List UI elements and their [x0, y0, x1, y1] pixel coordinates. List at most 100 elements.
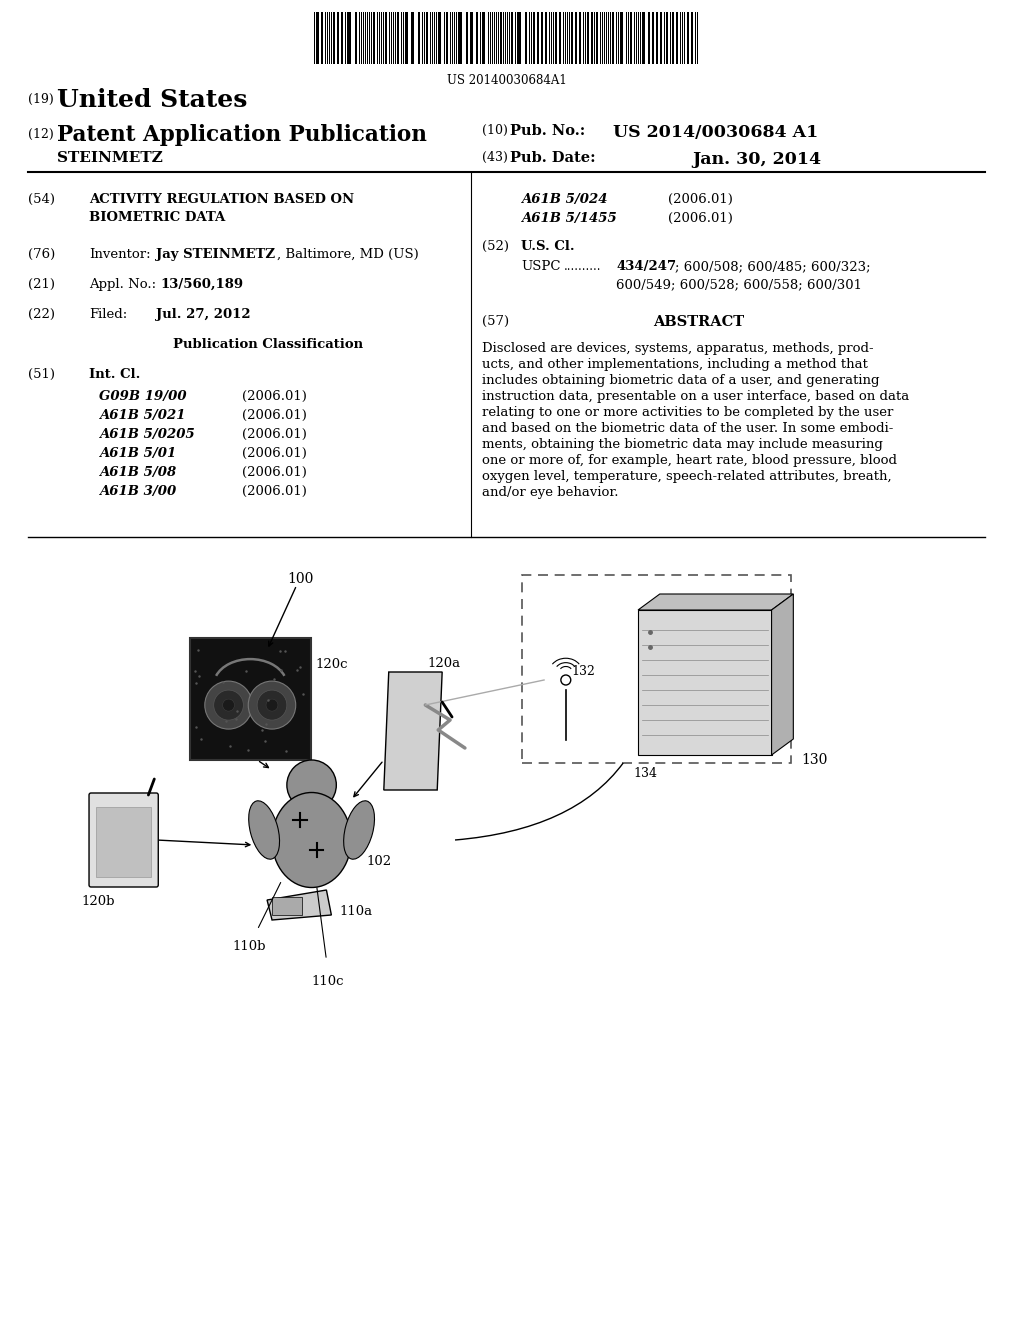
Circle shape: [257, 690, 287, 721]
Text: A61B 5/01: A61B 5/01: [99, 447, 176, 459]
Text: 120a: 120a: [427, 657, 461, 671]
Polygon shape: [771, 594, 794, 755]
Bar: [396, 12, 398, 63]
Bar: [522, 576, 792, 763]
Circle shape: [222, 700, 234, 711]
Text: A61B 5/021: A61B 5/021: [99, 409, 185, 422]
Text: A61B 5/024: A61B 5/024: [521, 193, 608, 206]
Text: Jan. 30, 2014: Jan. 30, 2014: [692, 150, 821, 168]
Text: 134: 134: [633, 767, 657, 780]
Text: BIOMETRIC DATA: BIOMETRIC DATA: [89, 211, 225, 224]
Bar: [334, 12, 335, 63]
Text: (12): (12): [28, 128, 53, 141]
Text: (2006.01): (2006.01): [243, 466, 307, 479]
Text: Disclosed are devices, systems, apparatus, methods, prod-: Disclosed are devices, systems, apparatu…: [481, 342, 873, 355]
Bar: [458, 12, 462, 63]
Text: ; 600/508; 600/485; 600/323;: ; 600/508; 600/485; 600/323;: [675, 260, 870, 273]
Text: United States: United States: [57, 88, 248, 112]
Text: Patent Application Publication: Patent Application Publication: [57, 124, 427, 147]
Text: 102: 102: [366, 855, 391, 869]
Bar: [570, 12, 572, 63]
Text: (2006.01): (2006.01): [668, 193, 732, 206]
Text: Filed:: Filed:: [89, 308, 127, 321]
Circle shape: [248, 681, 296, 729]
Bar: [691, 12, 693, 63]
Text: Pub. Date:: Pub. Date:: [510, 150, 596, 165]
Text: (22): (22): [28, 308, 54, 321]
Bar: [676, 12, 678, 63]
Bar: [438, 12, 441, 63]
Bar: [96, 807, 152, 876]
Ellipse shape: [272, 792, 351, 887]
Text: US 20140030684A1: US 20140030684A1: [446, 74, 566, 87]
Bar: [591, 12, 593, 63]
Text: A61B 5/1455: A61B 5/1455: [521, 213, 617, 224]
Bar: [648, 12, 650, 63]
Text: (2006.01): (2006.01): [243, 447, 307, 459]
Text: and based on the biometric data of the user. In some embodi-: and based on the biometric data of the u…: [481, 422, 893, 436]
Text: (2006.01): (2006.01): [243, 409, 307, 422]
Text: 110b: 110b: [232, 940, 266, 953]
Bar: [446, 12, 449, 63]
Bar: [337, 12, 339, 63]
Bar: [315, 12, 318, 63]
Text: A61B 3/00: A61B 3/00: [99, 484, 176, 498]
Text: Inventor:: Inventor:: [89, 248, 151, 261]
Text: STEINMETZ: STEINMETZ: [57, 150, 163, 165]
Text: 120b: 120b: [81, 895, 115, 908]
Text: Appl. No.:: Appl. No.:: [89, 279, 156, 290]
Text: Pub. No.:: Pub. No.:: [510, 124, 586, 139]
Bar: [426, 12, 428, 63]
Bar: [687, 12, 689, 63]
Text: U.S. Cl.: U.S. Cl.: [521, 240, 574, 253]
Text: includes obtaining biometric data of a user, and generating: includes obtaining biometric data of a u…: [481, 374, 880, 387]
Text: A61B 5/0205: A61B 5/0205: [99, 428, 195, 441]
Bar: [621, 12, 624, 63]
Text: (10): (10): [481, 124, 508, 137]
Text: ..........: ..........: [564, 260, 601, 273]
Bar: [652, 12, 654, 63]
Text: US 2014/0030684 A1: US 2014/0030684 A1: [613, 124, 818, 141]
Text: (54): (54): [28, 193, 54, 206]
Text: (43): (43): [481, 150, 508, 164]
Bar: [347, 12, 351, 63]
Text: (52): (52): [481, 240, 509, 253]
Bar: [470, 12, 473, 63]
Bar: [355, 12, 357, 63]
Circle shape: [266, 700, 278, 711]
Bar: [559, 12, 561, 63]
Bar: [476, 12, 478, 63]
Text: (51): (51): [28, 368, 54, 381]
Text: (2006.01): (2006.01): [668, 213, 732, 224]
Text: one or more of, for example, heart rate, blood pressure, blood: one or more of, for example, heart rate,…: [481, 454, 897, 467]
Bar: [666, 12, 668, 63]
Text: 100: 100: [287, 572, 313, 586]
Bar: [466, 12, 468, 63]
FancyBboxPatch shape: [89, 793, 159, 887]
Text: 13/560,189: 13/560,189: [160, 279, 244, 290]
Text: (19): (19): [28, 92, 53, 106]
Circle shape: [561, 675, 570, 685]
Text: relating to one or more activities to be completed by the user: relating to one or more activities to be…: [481, 407, 893, 418]
Text: (21): (21): [28, 279, 54, 290]
Text: ments, obtaining the biometric data may include measuring: ments, obtaining the biometric data may …: [481, 438, 883, 451]
Bar: [587, 12, 589, 63]
Bar: [525, 12, 527, 63]
Text: 130: 130: [801, 752, 827, 767]
Text: 120c: 120c: [315, 657, 348, 671]
Bar: [272, 898, 302, 915]
Bar: [596, 12, 598, 63]
Bar: [385, 12, 387, 63]
Circle shape: [214, 690, 244, 721]
Bar: [189, 638, 310, 760]
Text: G09B 19/00: G09B 19/00: [99, 389, 186, 403]
Bar: [411, 12, 415, 63]
Bar: [538, 12, 539, 63]
Text: , Baltimore, MD (US): , Baltimore, MD (US): [276, 248, 419, 261]
Text: 434/247: 434/247: [616, 260, 677, 273]
Bar: [322, 12, 324, 63]
Bar: [534, 12, 536, 63]
Polygon shape: [384, 672, 442, 789]
Bar: [481, 12, 484, 63]
Text: 600/549; 600/528; 600/558; 600/301: 600/549; 600/528; 600/558; 600/301: [616, 279, 862, 290]
